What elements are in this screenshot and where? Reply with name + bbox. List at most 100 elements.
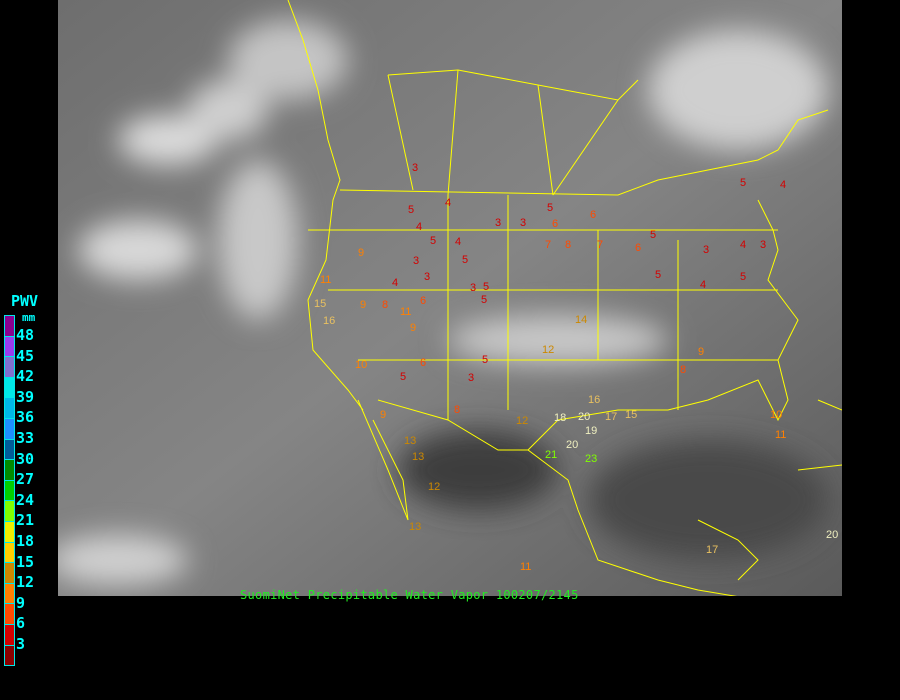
legend-bin: [4, 603, 15, 624]
station-pwv-value: 14: [575, 314, 588, 326]
station-pwv-value: 6: [635, 242, 642, 254]
legend-label: 33: [16, 429, 35, 447]
station-pwv-value: 9: [360, 299, 367, 311]
legend-bin: [4, 500, 15, 521]
station-pwv-value: 21: [545, 449, 558, 461]
station-pwv-value: 5: [655, 269, 662, 281]
legend-bin: [4, 417, 15, 439]
station-pwv-value: 15: [314, 298, 327, 310]
station-pwv-value: 7: [597, 239, 604, 251]
legend-label: 45: [16, 346, 35, 365]
station-pwv-value: 5: [650, 229, 657, 241]
station-pwv-value: 16: [323, 315, 336, 327]
legend-label: 21: [16, 511, 35, 530]
legend-bin: [4, 459, 15, 480]
station-pwv-value: 9: [698, 346, 705, 358]
station-pwv-value: 13: [409, 521, 422, 533]
station-pwv-value: 20: [578, 411, 591, 423]
legend-label: 36: [16, 408, 35, 427]
station-pwv-value: 6: [420, 357, 427, 369]
station-pwv-value: 4: [740, 239, 747, 251]
legend-label: 27: [16, 470, 35, 489]
legend-label: 9: [16, 593, 26, 612]
map-caption: SuomiNet Precipitable Water Vapor 100207…: [240, 588, 579, 602]
station-pwv-value: 13: [412, 451, 425, 463]
legend-label: 3: [16, 635, 26, 653]
station-pwv-value: 23: [585, 453, 598, 465]
station-pwv-value: 11: [400, 306, 412, 318]
station-pwv-value: 15: [625, 409, 638, 421]
legend-label: 39: [16, 387, 35, 406]
station-pwv-value: 5: [400, 371, 407, 383]
station-pwv-value: 17: [605, 411, 618, 423]
station-pwv-value: 9: [380, 409, 387, 421]
legend-label: 18: [16, 532, 35, 550]
legend-title: PWV: [11, 292, 39, 310]
legend-bin: [4, 376, 15, 398]
station-pwv-value: 11: [775, 429, 787, 441]
station-pwv-value: 5: [430, 235, 437, 247]
legend-bin: [4, 438, 15, 460]
legend-label: 6: [16, 614, 26, 633]
station-pwv-value: 5: [408, 204, 415, 216]
station-pwv-value: 18: [554, 412, 567, 424]
station-pwv-value: 8: [382, 299, 389, 311]
station-pwv-value: 9: [358, 247, 365, 259]
station-pwv-value: 5: [482, 354, 489, 366]
station-pwv-value: 3: [412, 162, 419, 174]
station-pwv-value: 12: [428, 481, 441, 493]
station-pwv-value: 7: [545, 239, 552, 251]
legend-bin: [4, 335, 15, 357]
station-pwv-value: 6: [420, 295, 427, 307]
legend-bin: [4, 562, 15, 583]
legend-label: 42: [16, 367, 35, 386]
station-pwv-value: 4: [780, 179, 787, 191]
station-pwv-value: 11: [320, 274, 332, 286]
station-pwv-value: 19: [585, 425, 598, 437]
legend-bin: [4, 520, 15, 542]
station-pwv-value: 6: [590, 209, 597, 221]
station-pwv-value: 6: [552, 218, 559, 230]
station-pwv-value: 4: [392, 277, 399, 289]
legend-label: 48: [16, 326, 35, 344]
station-pwv-value: 3: [468, 372, 475, 384]
station-pwv-value: 9: [410, 322, 417, 334]
legend-label: 24: [16, 490, 35, 509]
station-pwv-value: 20: [826, 529, 839, 541]
legend-unit: mm: [22, 311, 36, 324]
station-pwv-value: 17: [706, 544, 719, 556]
legend-label: 12: [16, 573, 35, 592]
station-pwv-value: 4: [700, 279, 707, 291]
legend-bin: [4, 644, 15, 667]
station-pwv-value: 12: [516, 415, 529, 427]
station-pwv-value: 8: [454, 404, 461, 416]
political-boundaries: [287, 0, 842, 596]
station-pwv-value: 12: [542, 344, 555, 356]
station-pwv-value: 5: [740, 271, 747, 283]
station-pwv-value: 5: [483, 281, 490, 293]
station-pwv-value: 3: [413, 255, 420, 267]
station-pwv-value: 3: [703, 244, 710, 256]
station-pwv-value: 8: [565, 239, 572, 251]
station-pwv-value: 5: [740, 177, 747, 189]
station-pwv-value: 5: [481, 294, 488, 306]
station-pwv-value: 3: [520, 217, 527, 229]
satellite-imagery-map: [58, 0, 842, 596]
station-pwv-value: 3: [495, 217, 502, 229]
legend-bin: [4, 623, 15, 645]
legend-bin: [4, 582, 15, 604]
legend-bin: [4, 356, 15, 377]
legend-label: 30: [16, 449, 35, 468]
station-pwv-value: 10: [770, 409, 783, 421]
station-pwv-value: 16: [588, 394, 601, 406]
station-pwv-value: 5: [462, 254, 469, 266]
station-pwv-value: 13: [404, 435, 417, 447]
station-pwv-value: 4: [416, 221, 423, 233]
station-pwv-value: 8: [680, 364, 687, 376]
legend-bin: [4, 479, 15, 501]
station-pwv-value: 3: [424, 271, 431, 283]
legend-bin: [4, 541, 15, 563]
station-pwv-value: 20: [566, 439, 579, 451]
legend-label: 15: [16, 552, 35, 571]
station-pwv-value: 11: [520, 561, 532, 573]
